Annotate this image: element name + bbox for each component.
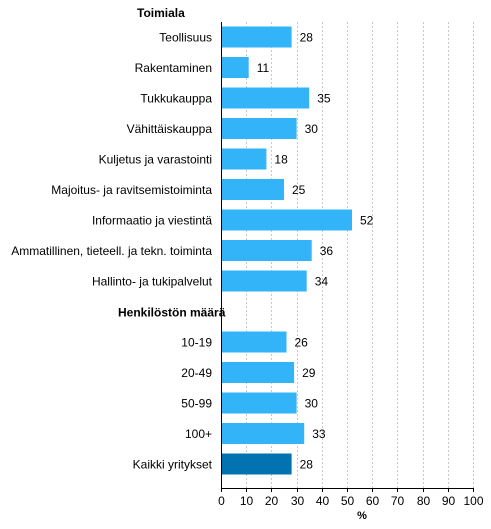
data-label: 36 [320,244,334,258]
category-labels: Toimiala Teollisuus Rakentaminen Tukkukaupp… [11,6,225,472]
bar [222,87,310,109]
x-tick-label: 80 [417,494,431,508]
bar [222,179,284,200]
data-label: 25 [292,183,306,197]
category-label: Majoitus- ja ravitsemistoiminta [51,183,212,197]
bars [222,26,352,475]
data-label: 52 [360,214,374,228]
data-label: 34 [315,275,329,289]
group-label: Toimiala [137,6,185,20]
bar [222,453,292,475]
bar [222,209,352,231]
category-label: 10-19 [181,336,212,350]
data-label: 28 [300,458,314,472]
bar [222,240,312,261]
value-labels: 28 11 35 30 18 25 52 36 34 26 29 30 33 28 [257,31,374,472]
category-label: Vähittäiskauppa [127,122,213,136]
x-tick-label: 70 [391,494,405,508]
data-label: 35 [317,92,331,106]
x-tick-label: 50 [341,494,355,508]
x-tick-label: 0 [218,494,225,508]
category-label: 100+ [185,427,212,441]
x-tick-label: 90 [442,494,456,508]
x-axis: 0 10 20 30 40 50 60 70 80 90 100 [218,22,484,508]
x-tick-label: 40 [316,494,330,508]
x-tick-label: 20 [265,494,279,508]
category-label: Informaatio ja viestintä [92,214,212,228]
bar [222,148,267,170]
data-label: 30 [305,397,319,411]
x-tick-label: 100 [463,494,483,508]
bar [222,331,287,353]
data-label: 11 [257,61,270,75]
bar [222,26,292,48]
category-label: 50-99 [181,397,212,411]
category-label: Rakentaminen [135,61,212,75]
data-label: 33 [312,427,326,441]
bar [222,118,297,139]
group-label: Henkilöstön määrä [118,306,226,320]
bar [222,423,305,444]
data-label: 28 [300,31,314,45]
category-label: Kuljetus ja varastointi [99,153,212,167]
bar [222,57,249,78]
category-label: 20-49 [181,366,212,380]
x-tick-label: 60 [366,494,380,508]
bar [222,362,295,383]
x-tick-label: 30 [291,494,305,508]
data-label: 29 [302,366,316,380]
x-tick-label: 10 [240,494,254,508]
data-label: 18 [274,153,288,167]
bar [222,392,297,414]
data-label: 30 [305,122,319,136]
category-label: Teollisuus [159,31,212,45]
category-label: Kaikki yritykset [133,458,213,472]
x-axis-title: % [357,510,367,522]
category-label: Ammatillinen, tieteell. ja tekn. toimint… [11,244,212,258]
bar [222,270,307,292]
data-label: 26 [295,336,309,350]
category-label: Hallinto- ja tukipalvelut [92,275,213,289]
category-label: Tukkukauppa [140,92,212,106]
